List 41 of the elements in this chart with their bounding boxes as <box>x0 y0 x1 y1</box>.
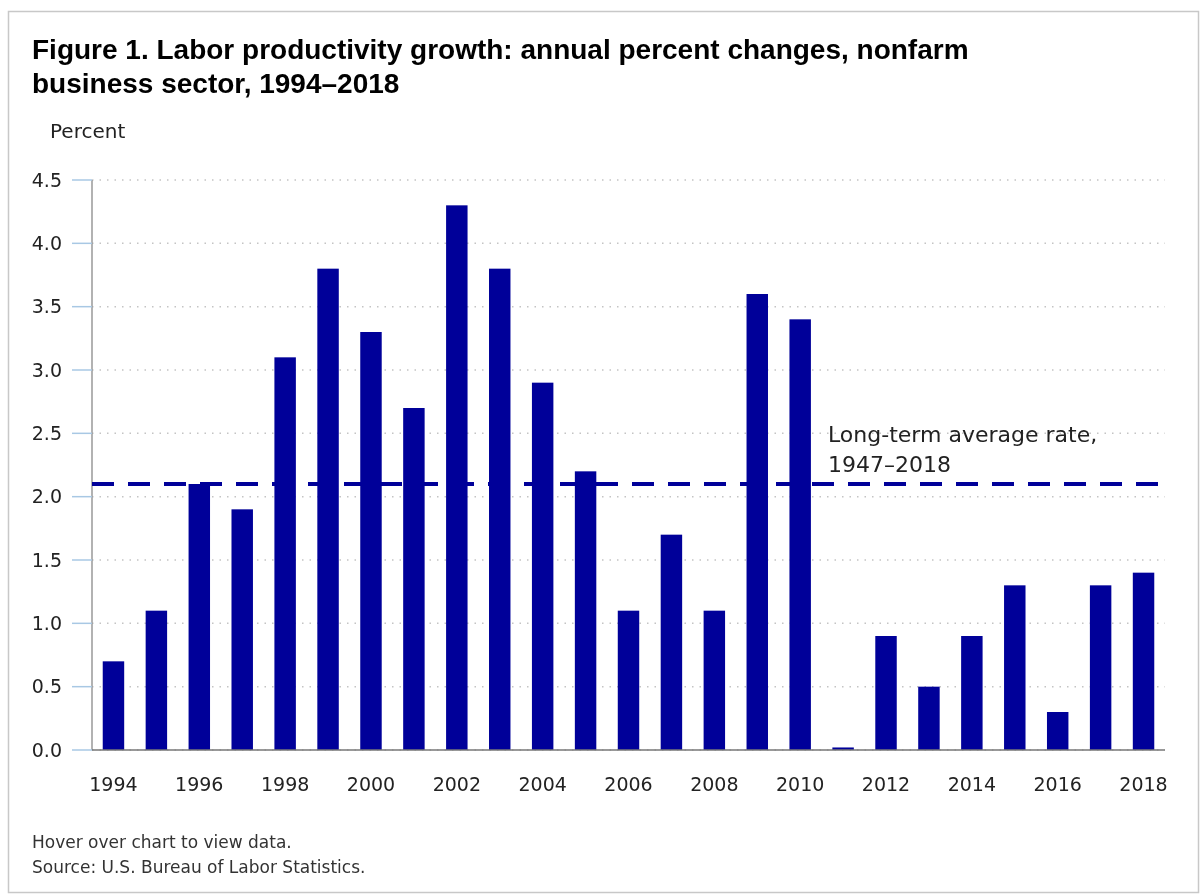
y-tick-label: 4.5 <box>31 168 62 191</box>
bar <box>102 661 125 750</box>
x-tick-label: 2018 <box>1119 773 1168 795</box>
bar <box>918 686 940 750</box>
bar <box>1046 712 1069 750</box>
x-tick-label: 2010 <box>776 773 825 795</box>
x-tick-label: 2012 <box>861 773 911 795</box>
bar <box>660 534 683 750</box>
x-tick-label: 1994 <box>89 773 138 795</box>
x-tick-label: 1996 <box>175 773 224 795</box>
bar <box>961 636 983 750</box>
bar <box>145 610 168 750</box>
x-tick-label: 1998 <box>260 773 310 795</box>
y-tick-label: 3.5 <box>31 295 62 318</box>
source-note: Source: U.S. Bureau of Labor Statistics. <box>32 857 366 877</box>
bar <box>231 509 253 750</box>
y-tick-label: 2.5 <box>31 421 62 444</box>
y-tick-label: 0.5 <box>31 675 62 698</box>
ref-line-label: Long-term average rate, 1947–2018 <box>828 422 1098 477</box>
bar <box>1004 585 1026 750</box>
y-tick-label: 3.0 <box>31 358 62 381</box>
y-tick-label: 0.0 <box>31 738 62 761</box>
chart-title: Figure 1. Labor productivity growth: annual percent changes, nonfarm business sector, 1994–2018 <box>32 34 969 99</box>
x-tick-label: 2014 <box>947 773 997 795</box>
x-tick-label: 2002 <box>432 773 481 795</box>
y-tick-label: 1.0 <box>31 611 62 634</box>
bar <box>703 610 726 750</box>
text: Hover over chart to view data. <box>32 832 292 852</box>
x-tick-label: 2000 <box>346 773 396 795</box>
bar <box>617 610 640 750</box>
bar <box>875 636 897 750</box>
y-tick-label: 4.0 <box>31 231 62 254</box>
y-tick-label: 2.0 <box>31 485 62 508</box>
x-tick-label: 2004 <box>518 773 567 795</box>
x-tick-label: 2006 <box>604 773 653 795</box>
y-tick-label: 1.5 <box>31 548 62 571</box>
bar <box>1132 572 1155 750</box>
y-axis-title: Percent <box>50 119 126 143</box>
x-tick-label: 2008 <box>690 773 739 795</box>
x-tick-label: 2016 <box>1033 773 1082 795</box>
bar <box>1089 585 1112 750</box>
